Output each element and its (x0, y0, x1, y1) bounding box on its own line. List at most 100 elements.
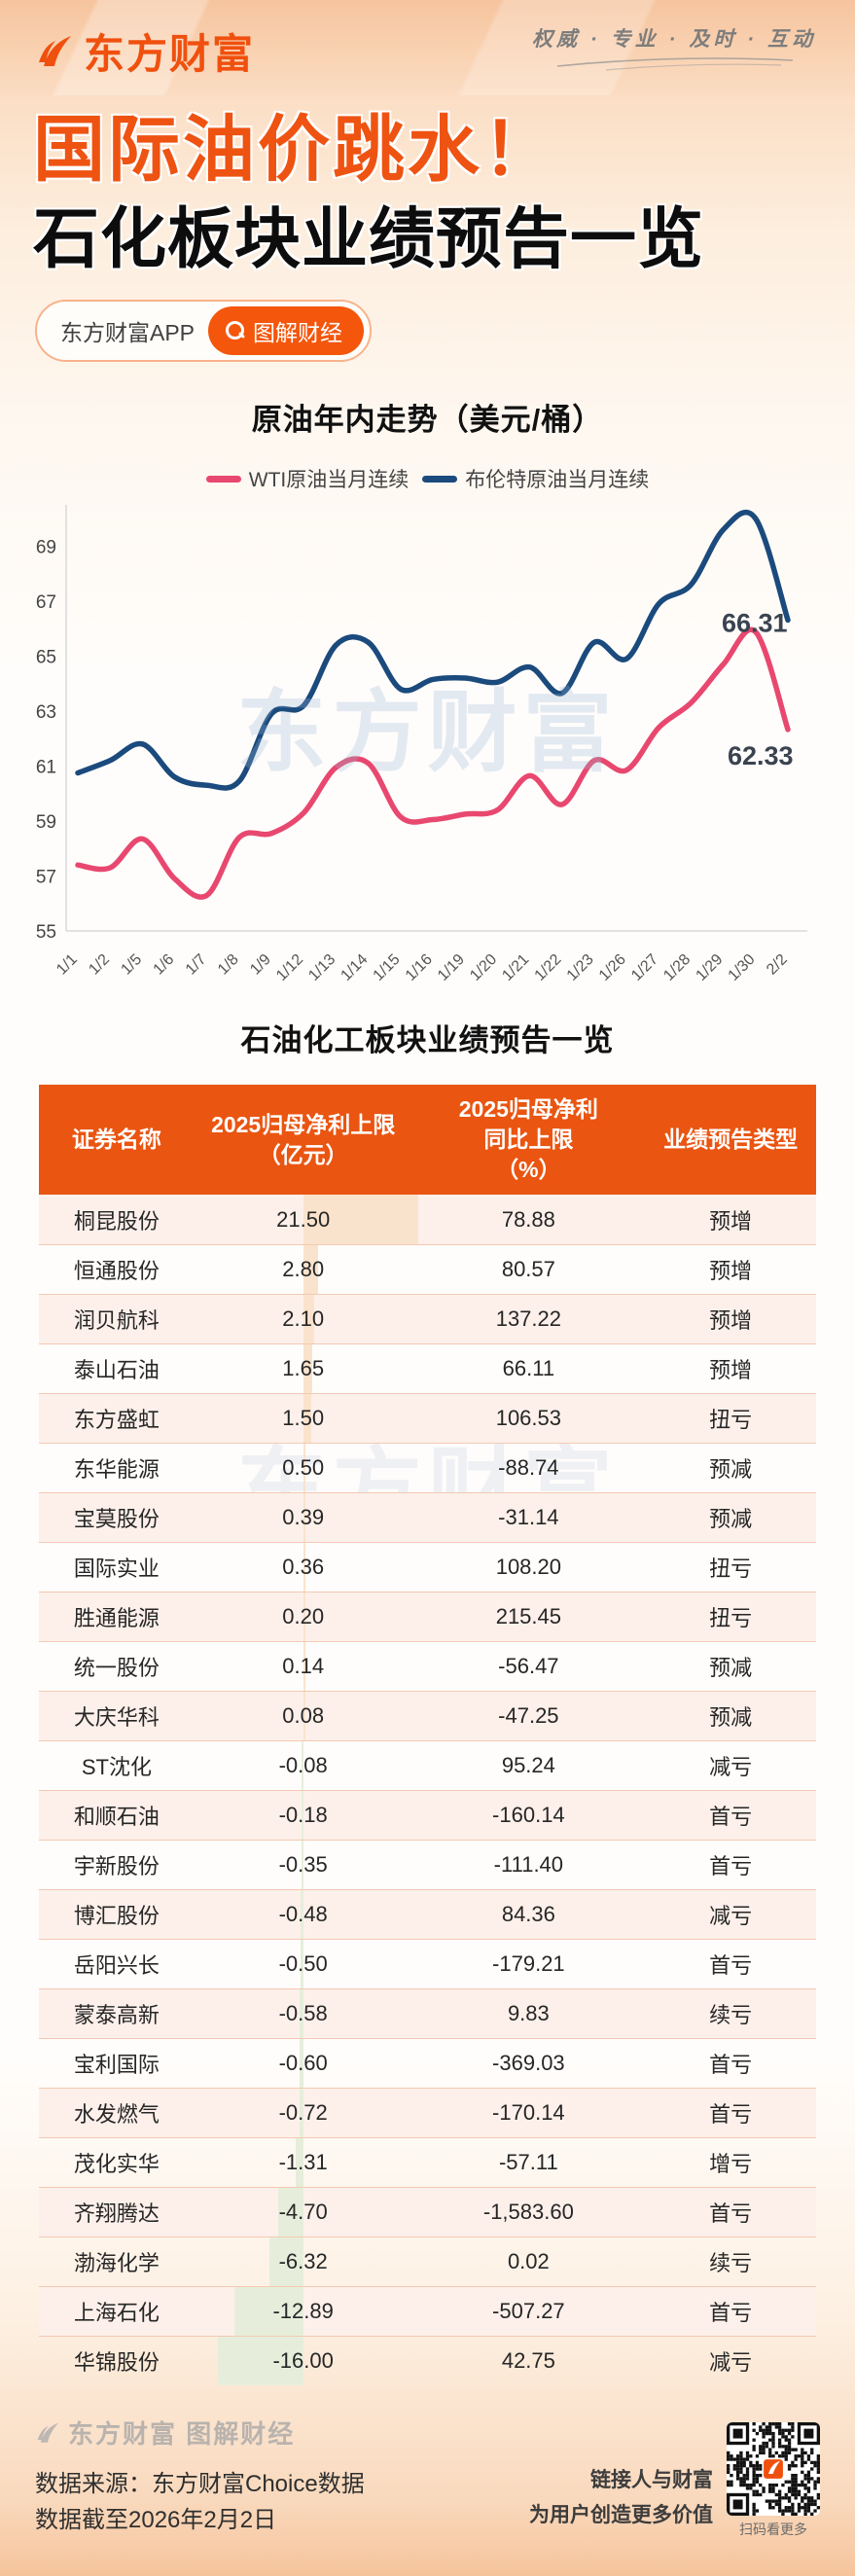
x-tick-label: 1/22 (532, 951, 565, 984)
search-tag-button[interactable]: 图解财经 (208, 306, 365, 356)
profit-cap: 21.50 (276, 1206, 331, 1232)
table-row: 统一股份 0.14 -56.47 预减 (39, 1641, 816, 1692)
stock-name: 恒通股份 (73, 1259, 160, 1284)
profit-cap: -0.35 (278, 1852, 328, 1878)
profit-cap: -12.89 (272, 2299, 334, 2324)
profit-data-bar (301, 1841, 303, 1890)
footer-right: 链接人与财富 为用户创造更多价值 扫码看更多 (529, 2422, 820, 2539)
x-tick-label: 1/19 (435, 951, 468, 984)
yoy-cap: 108.20 (495, 1555, 561, 1580)
profit-cap: -0.08 (278, 1753, 328, 1778)
profit-data-bar (303, 1394, 311, 1444)
x-tick-label: 1/12 (273, 951, 306, 984)
legend-item-1[interactable]: 布伦特原油当月连续 (422, 464, 649, 493)
column-header-3: 2025归母净利 同比上限 （%） (458, 1096, 598, 1183)
yoy-cap: -1,583.60 (482, 2200, 574, 2225)
x-tick-label: 1/1 (53, 951, 81, 979)
headline-line1: 国际油价跳水！ (33, 109, 557, 190)
x-tick-label: 1/15 (371, 951, 404, 984)
stock-name: 东华能源 (73, 1457, 160, 1483)
qr-code (727, 2422, 820, 2516)
yoy-cap: -170.14 (492, 2100, 565, 2126)
forecast-type: 预减 (709, 1457, 753, 1483)
x-tick-label: 1/6 (151, 951, 178, 979)
stock-name: 大庆华科 (73, 1705, 160, 1731)
yoy-cap: 84.36 (501, 1902, 555, 1927)
slogan-wrap: 权威 · 专业 · 及时 · 互动 (532, 23, 816, 72)
footer-slogans: 链接人与财富 为用户创造更多价值 (529, 2463, 713, 2532)
stock-name: ST沈化 (81, 1755, 152, 1780)
forecast-type: 预减 (709, 1656, 753, 1681)
top-banner: 东方财富 权威 · 专业 · 及时 · 互动 (0, 0, 855, 95)
app-tag-pill[interactable]: 东方财富APP 图解财经 (35, 300, 373, 363)
yoy-cap: 106.53 (495, 1406, 561, 1431)
yoy-cap: -369.03 (492, 2051, 565, 2076)
forecast-type: 首亏 (709, 2301, 753, 2326)
forecast-type: 首亏 (709, 2053, 753, 2078)
table-row: 和顺石油 -0.18 -160.14 首亏 (39, 1790, 816, 1841)
stock-name: 博汇股份 (73, 1904, 160, 1929)
profit-cap: -0.72 (278, 2100, 328, 2126)
x-tick-label: 1/2 (86, 951, 113, 979)
profit-data-bar (277, 2188, 303, 2237)
table-row: 国际实业 0.36 108.20 扭亏 (39, 1542, 816, 1592)
yoy-cap: 80.57 (501, 1257, 555, 1282)
table-row: 渤海化学 -6.32 0.02 续亏 (39, 2236, 816, 2287)
end-value-label-wti-line: 62.33 (728, 741, 794, 770)
profit-data-bar (268, 2237, 303, 2287)
yoy-cap: -160.14 (492, 1803, 565, 1828)
stock-name: 茂化实华 (73, 2152, 160, 2177)
x-tick-label: 1/5 (118, 951, 145, 979)
chart-title: 原油年内走势（美元/桶） (251, 403, 604, 438)
table-row: 桐昆股份 21.50 78.88 预增 (39, 1195, 816, 1245)
table-row: 泰山石油 1.65 66.11 预增 (39, 1343, 816, 1394)
search-icon (226, 321, 245, 340)
swoosh-underline (556, 57, 794, 71)
profit-data-bar (303, 1195, 418, 1245)
table-row: 华锦股份 -16.00 42.75 减亏 (39, 2336, 816, 2386)
y-tick-label: 65 (36, 647, 56, 667)
column-header-4: 业绩预告类型 (663, 1127, 799, 1153)
profit-data-bar (303, 1245, 319, 1295)
data-source-block: 数据来源：东方财富Choice数据 数据截至2026年2月2日 (35, 2466, 820, 2538)
legend-item-0[interactable]: WTI原油当月连续 (205, 464, 410, 493)
stock-name: 上海石化 (73, 2301, 160, 2326)
footer-slogan-2: 为用户创造更多价值 (529, 2503, 713, 2526)
column-header-1: 证券名称 (71, 1127, 161, 1153)
table-row: 润贝航科 2.10 137.22 预增 (39, 1294, 816, 1344)
table-row: 蒙泰高新 -0.58 9.83 续亏 (39, 1988, 816, 2039)
brent-line (75, 510, 791, 791)
chart-area: 东方财富 55 57 59 61 63 65 67 69 1/1 1/2 1/5 1/6 1/7 1/8 1… (0, 499, 855, 990)
yoy-cap: 78.88 (501, 1206, 555, 1232)
table-section: 石油化工板块业绩预告一览 东方财富 证券名称 2025归母净利上限 （亿元） 2025… (0, 1016, 855, 2386)
table-header-row: 证券名称 2025归母净利上限 （亿元） 2025归母净利 同比上限 （%） 业绩预告类型 (39, 1085, 816, 1196)
forecast-type: 预增 (709, 1358, 753, 1383)
yoy-cap: -88.74 (498, 1455, 559, 1481)
profit-cap: -0.58 (278, 2001, 328, 2026)
legend-dash-icon (205, 475, 241, 483)
stock-name: 和顺石油 (73, 1805, 160, 1830)
table-row: 岳阳兴长 -0.50 -179.21 首亏 (39, 1939, 816, 1989)
yoy-cap: 42.75 (501, 2348, 555, 2374)
wti-line (75, 626, 791, 900)
yoy-cap: -47.25 (498, 1703, 559, 1729)
stock-name: 齐翔腾达 (73, 2201, 160, 2227)
profit-cap: -0.18 (278, 1803, 328, 1828)
profit-data-bar (301, 1890, 303, 1940)
yoy-cap: -31.14 (498, 1505, 559, 1530)
x-tick-label: 1/9 (247, 951, 274, 979)
yoy-cap: -111.40 (493, 1852, 564, 1878)
stock-name: 国际实业 (73, 1556, 160, 1582)
y-tick-label: 69 (36, 537, 56, 557)
forecast-type: 首亏 (709, 2201, 753, 2227)
yoy-cap: -507.27 (492, 2299, 565, 2324)
table-row: 上海石化 -12.89 -507.27 首亏 (39, 2286, 816, 2337)
eastmoney-logo-gray-icon (37, 2422, 59, 2443)
legend-label: WTI原油当月连续 (248, 469, 410, 492)
yoy-cap: -179.21 (492, 1951, 565, 1977)
yoy-cap: 0.02 (507, 2249, 550, 2274)
data-cutoff: 数据截至2026年2月2日 (35, 2507, 277, 2534)
x-tick-label: 1/14 (338, 951, 371, 984)
profit-cap: -0.60 (278, 2051, 328, 2076)
table-row: 大庆华科 0.08 -47.25 预减 (39, 1691, 816, 1741)
